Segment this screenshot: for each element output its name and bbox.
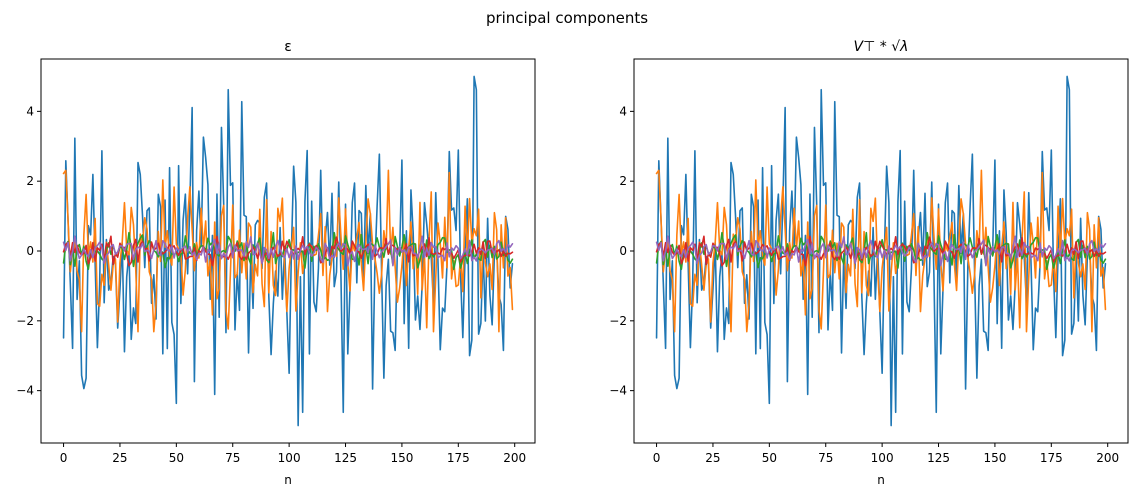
left-y-ticks: −4 −2 0 2 4	[16, 104, 41, 398]
left-x-ticks: 0 25 50 75 100 125 150 175 200	[60, 443, 526, 465]
right-y-tick-label: −4	[609, 384, 627, 398]
right-y-tick-label: 4	[619, 104, 627, 118]
right-x-tick-label: 25	[705, 451, 720, 465]
left-x-tick-label: 50	[169, 451, 184, 465]
left-x-tick-label: 75	[225, 451, 240, 465]
left-y-tick-label: 0	[26, 244, 34, 258]
right-y-tick-label: −2	[609, 314, 627, 328]
right-x-ticks: 0 25 50 75 100 125 150 175 200	[653, 443, 1119, 465]
left-y-tick-label: −4	[16, 384, 34, 398]
right-x-tick-label: 150	[983, 451, 1006, 465]
left-x-axis-label: n	[284, 473, 292, 487]
left-x-tick-label: 200	[503, 451, 526, 465]
right-x-tick-label: 0	[653, 451, 661, 465]
left-x-tick-label: 25	[112, 451, 127, 465]
left-series-line-5	[62, 235, 514, 267]
left-panel-title: ε	[284, 39, 292, 55]
left-y-tick-label: 2	[26, 174, 34, 188]
right-panel: −4 −2 0 2 4 0 25 50 75 100 125 150 175 200 V⊤ * √λ n	[609, 39, 1129, 487]
right-y-tick-label: 0	[619, 244, 627, 258]
right-series-group	[655, 75, 1107, 427]
right-y-ticks: −4 −2 0 2 4	[609, 104, 634, 398]
figure-suptitle: principal components	[486, 9, 648, 27]
left-series-group	[62, 75, 514, 427]
right-y-tick-label: 2	[619, 174, 627, 188]
right-x-tick-label: 75	[818, 451, 833, 465]
right-x-tick-label: 125	[927, 451, 950, 465]
left-x-tick-label: 125	[334, 451, 357, 465]
right-panel-title: V⊤ * √λ	[854, 39, 909, 55]
left-series-line-2	[62, 169, 514, 333]
left-x-tick-label: 0	[60, 451, 68, 465]
left-x-tick-label: 150	[390, 451, 413, 465]
left-x-tick-label: 100	[278, 451, 301, 465]
right-x-tick-label: 50	[762, 451, 777, 465]
right-series-line-5	[655, 235, 1107, 267]
left-panel: −4 −2 0 2 4 0 25 50 75 100 125 150 175 200 ε n	[16, 39, 536, 487]
right-x-tick-label: 100	[871, 451, 894, 465]
right-x-tick-label: 200	[1096, 451, 1119, 465]
right-x-axis-label: n	[877, 473, 885, 487]
left-y-tick-label: 4	[26, 104, 34, 118]
left-y-tick-label: −2	[16, 314, 34, 328]
right-series-line-2	[655, 169, 1107, 333]
left-x-tick-label: 175	[447, 451, 470, 465]
right-x-tick-label: 175	[1040, 451, 1063, 465]
